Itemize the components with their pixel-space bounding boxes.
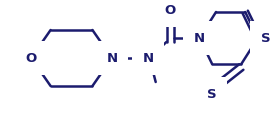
Text: O: O bbox=[25, 52, 37, 64]
Text: S: S bbox=[207, 87, 217, 101]
Text: N: N bbox=[194, 31, 205, 45]
Text: N: N bbox=[142, 52, 153, 64]
Text: N: N bbox=[106, 52, 117, 64]
Text: S: S bbox=[261, 31, 270, 45]
Text: O: O bbox=[165, 4, 176, 16]
